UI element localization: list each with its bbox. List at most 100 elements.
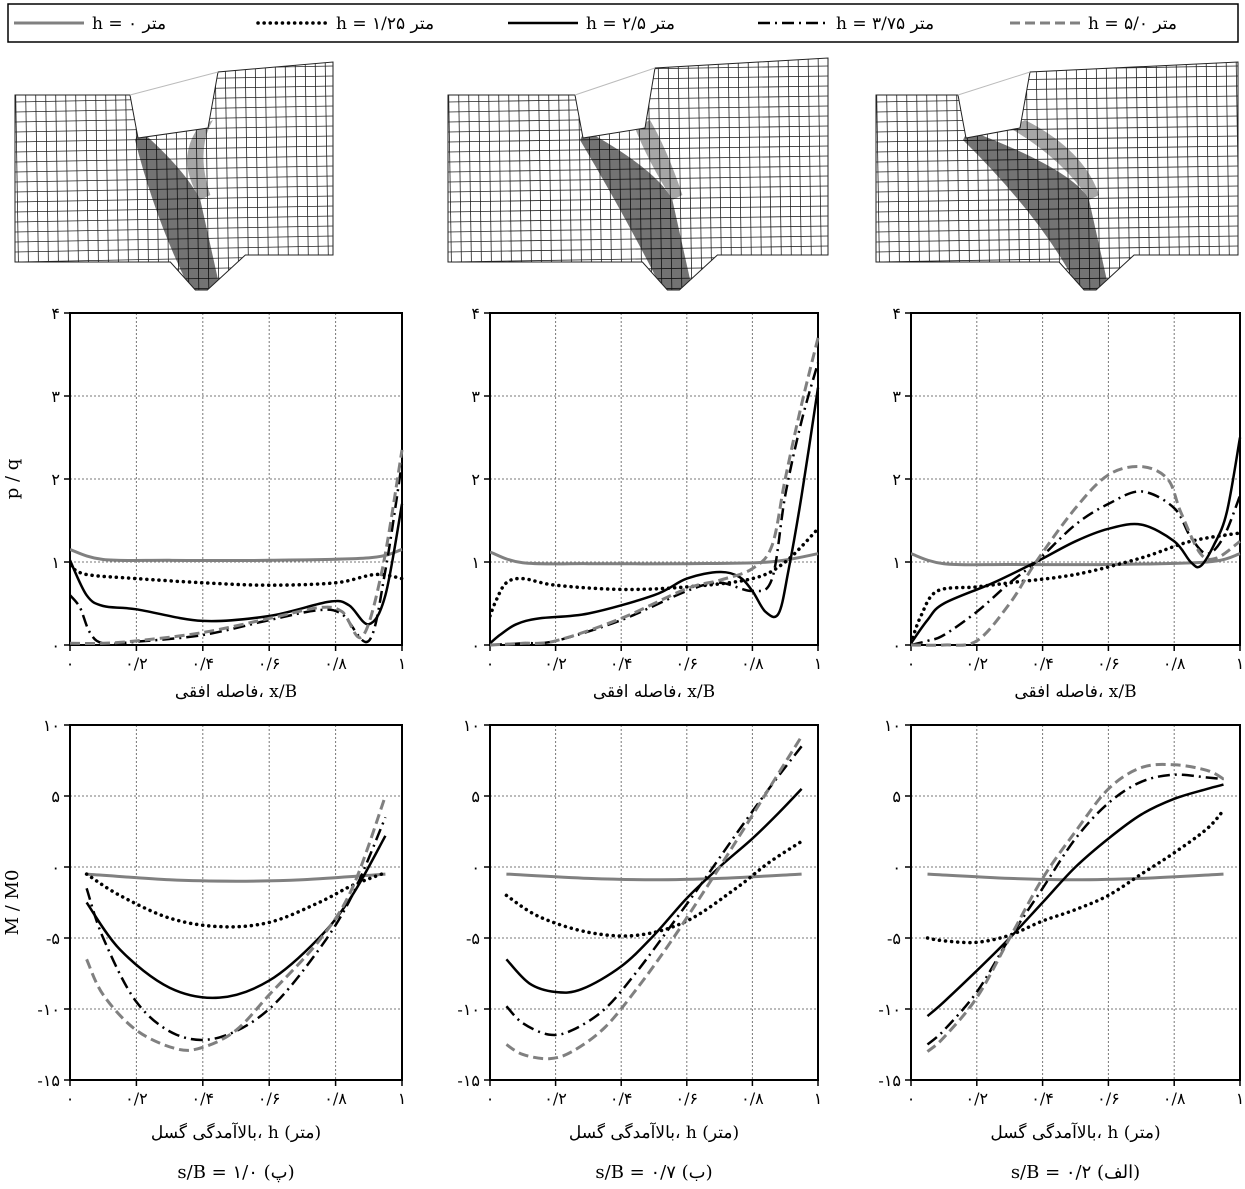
x-tick-label: ۰/۲ <box>125 1089 148 1108</box>
series-line-4 <box>85 795 387 1052</box>
y-tick-label: ۴ <box>471 304 480 323</box>
x-tick-label: ۱ <box>398 654 407 673</box>
y-tick-label: ۰ <box>51 636 60 655</box>
x-tick-label: ۰/۲ <box>544 1089 567 1108</box>
mesh-line-h <box>876 135 1238 143</box>
x-tick-label: ۰/۶ <box>258 654 281 673</box>
x-tick-label: ۰/۶ <box>676 654 699 673</box>
mesh-line-h <box>876 285 1238 290</box>
series-line-3 <box>911 490 1242 647</box>
series-group <box>911 437 1242 647</box>
x-tick-label: ۰/۲ <box>966 654 989 673</box>
y-tick-label: -۵ <box>466 929 480 948</box>
y-tick-label: ۵ <box>471 787 480 806</box>
shear-band-secondary <box>187 120 213 200</box>
mesh-line-h <box>448 155 828 163</box>
mesh-outline <box>875 61 1239 291</box>
mesh-line-h <box>876 46 1238 52</box>
legend-label-2: h = ۲/۵ متر <box>586 14 675 34</box>
series-group <box>84 795 388 1052</box>
column-captions: s/B = ۱/۰ (پ) s/B = ۰/۷ (ب) s/B = ۰/۲ (الف… <box>177 1162 1140 1183</box>
x-tick-label: ۰/۲ <box>966 1089 989 1108</box>
legend-label-1: h = ۱/۲۵ متر <box>336 14 434 34</box>
y-tick-label: ۱۰ <box>43 716 60 735</box>
mesh-line-h <box>448 275 828 283</box>
legend-entry: h = ۲/۵ متر <box>508 14 675 34</box>
x-tick-label: ۱ <box>1236 654 1245 673</box>
x-tick-label: ۰ <box>66 654 75 673</box>
y-tick-label: ۰ <box>51 858 60 877</box>
y-tick-label: ۳ <box>471 387 480 406</box>
x-tick-label: ۰/۶ <box>258 1089 281 1108</box>
y-axis-label: p / q <box>2 459 23 500</box>
x-tick-label: ۰/۸ <box>1163 1089 1186 1108</box>
y-tick-label: -۱۵ <box>878 1071 901 1090</box>
series-line-0 <box>911 552 1241 567</box>
shear-band-secondary <box>1010 120 1100 200</box>
x-axis-label: بالاآمدگی گسل، h (متر) <box>569 1121 739 1143</box>
pressure-chart-1: ۰ ۰/۲ ۰/۴ ۰/۶ ۰/۸ ۱ ۰ ۱ ۲ ۳ ۴ فاصله افقی، x/B <box>471 304 822 702</box>
mesh-line-h <box>15 62 333 63</box>
mesh-line-v <box>1125 62 1131 290</box>
x-tick-label: ۰/۴ <box>192 654 215 673</box>
x-tick-label: ۰ <box>66 1089 75 1108</box>
mesh-line-h <box>448 46 828 52</box>
x-axis-label: فاصله افقی، x/B <box>1014 682 1136 702</box>
footing-line <box>129 71 219 96</box>
y-tick-label: ۱ <box>51 553 60 572</box>
axes-frame <box>69 724 403 1081</box>
series-line-3 <box>85 816 387 1042</box>
series-line-1 <box>84 870 388 929</box>
mesh-line-h <box>15 285 333 290</box>
series-group <box>504 735 804 1061</box>
x-tick-label: ۱ <box>1236 1089 1245 1108</box>
shear-band-secondary <box>635 120 683 200</box>
mesh-line-h <box>876 155 1238 163</box>
series-line-4 <box>505 735 803 1061</box>
mesh-line-h <box>15 275 333 283</box>
mesh-outline <box>447 57 829 291</box>
mesh-image-1 <box>447 46 829 291</box>
legend-entry: h = ۱/۲۵ متر <box>256 14 434 34</box>
mesh-outline <box>14 61 334 291</box>
mesh-grid <box>876 46 1238 290</box>
mesh-line-h <box>15 46 333 52</box>
x-tick-label: ۰/۲ <box>544 654 567 673</box>
series-group <box>70 449 404 646</box>
y-tick-label: -۵ <box>46 929 60 948</box>
series-line-2 <box>911 437 1242 645</box>
mesh-line-h <box>876 115 1238 123</box>
x-tick-label: ۰/۸ <box>741 654 764 673</box>
mesh-line-h <box>876 62 1238 63</box>
x-tick-label: ۰/۶ <box>1097 1089 1120 1108</box>
column-caption-0: s/B = ۱/۰ (پ) <box>177 1162 294 1183</box>
shear-band <box>135 130 221 290</box>
series-line-2 <box>505 788 803 994</box>
legend-entry: h = ۰ متر <box>14 14 166 34</box>
series-line-4 <box>70 449 404 646</box>
x-tick-label: ۰/۸ <box>741 1089 764 1108</box>
mesh-line-v <box>234 62 240 290</box>
shear-band <box>580 130 693 290</box>
x-tick-label: ۰ <box>907 1089 916 1108</box>
y-tick-label: ۱ <box>471 553 480 572</box>
y-axis-label: M / M0 <box>2 870 23 936</box>
y-tick-label: ۰ <box>471 858 480 877</box>
series-line-3 <box>926 773 1224 1046</box>
y-tick-label: ۴ <box>51 304 60 323</box>
y-tick-label: ۳ <box>51 387 60 406</box>
column-caption-1: s/B = ۰/۷ (ب) <box>595 1162 712 1183</box>
legend-entry: h = ۵/۰ متر <box>1010 14 1177 34</box>
mesh-line-h <box>448 285 828 290</box>
x-tick-label: ۰/۴ <box>1031 1089 1054 1108</box>
mesh-line-h <box>876 105 1238 113</box>
series-line-2 <box>70 503 404 626</box>
y-tick-label: -۱۰ <box>37 1000 60 1019</box>
series-line-0 <box>490 550 819 566</box>
mesh-line-h <box>876 95 1238 103</box>
mesh-line-v <box>827 58 828 290</box>
x-tick-label: ۰/۸ <box>324 654 347 673</box>
series-group <box>925 762 1226 1053</box>
y-tick-label: -۱۵ <box>457 1071 480 1090</box>
